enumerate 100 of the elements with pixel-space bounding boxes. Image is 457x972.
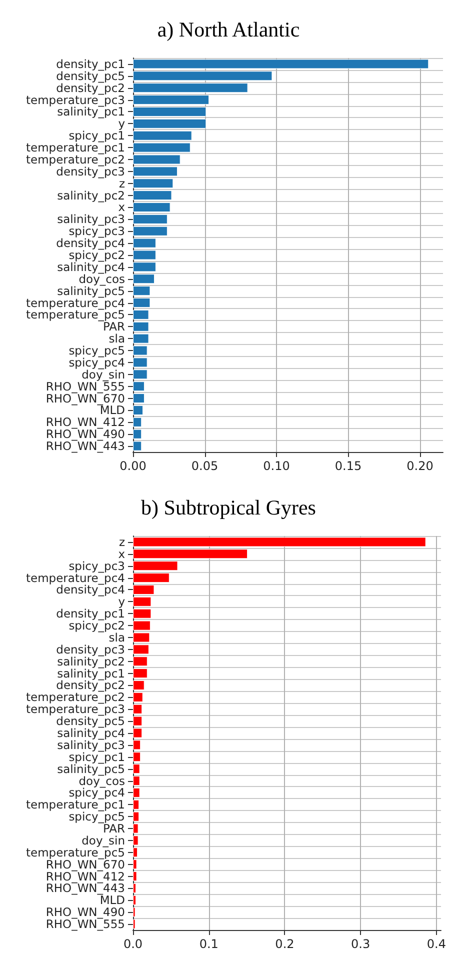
bar	[133, 286, 150, 296]
bar	[133, 214, 168, 224]
y-tick-label: density_pc3	[56, 642, 125, 656]
y-tick-label: density_pc1	[56, 606, 125, 621]
bar	[133, 238, 156, 248]
x-tick-label: 0.0	[123, 937, 143, 951]
y-tick-label: spicy_pc1	[68, 128, 125, 143]
bar	[133, 836, 138, 846]
bar	[133, 358, 148, 368]
bar	[133, 549, 248, 559]
bar	[133, 584, 154, 595]
bar	[133, 704, 142, 714]
bar	[133, 370, 148, 380]
bar	[133, 382, 144, 392]
bar	[133, 883, 136, 893]
bar	[133, 656, 148, 666]
y-tick-label: MLD	[100, 403, 126, 418]
bar	[133, 860, 137, 870]
bar	[133, 202, 170, 212]
bar	[133, 274, 155, 284]
y-tick-label: RHO_WN_412	[46, 415, 125, 430]
x-tick-label: 0.1	[199, 937, 218, 951]
y-tick-label: spicy_pc5	[68, 344, 125, 358]
x-tick-label: 0.3	[351, 937, 370, 951]
bar	[133, 334, 149, 344]
x-tick-label: 0.2	[275, 937, 294, 951]
bar	[133, 298, 150, 308]
bar	[133, 118, 206, 128]
y-tick-label: x	[118, 546, 126, 561]
y-tick-label: RHO_WN_443	[46, 881, 125, 896]
x-tick-label: 0.00	[120, 459, 146, 473]
bar	[133, 812, 140, 822]
bar	[133, 83, 248, 93]
bar	[133, 178, 174, 188]
bar	[133, 561, 178, 571]
y-tick-label: sla	[108, 630, 125, 644]
bar	[133, 740, 141, 750]
bar	[133, 154, 180, 164]
bar	[133, 680, 144, 690]
bar	[133, 322, 149, 332]
y-tick-label: salinity_pc2	[57, 188, 125, 202]
bar	[133, 130, 192, 140]
bar	[133, 250, 156, 260]
bar	[133, 71, 272, 81]
y-tick-label: doy_sin	[82, 833, 125, 848]
bar	[133, 668, 148, 678]
bar	[133, 142, 190, 152]
y-tick-label: RHO_WN_490	[46, 427, 125, 442]
bar	[133, 620, 150, 630]
x-tick-label: 0.4	[426, 937, 446, 951]
bar	[133, 429, 142, 439]
bar	[133, 346, 148, 356]
y-tick-label: y	[118, 594, 126, 609]
y-tick-label: RHO_WN_670	[46, 391, 125, 406]
bar	[133, 106, 206, 117]
bar	[133, 788, 140, 798]
bar	[133, 644, 149, 654]
bar	[133, 752, 141, 762]
y-tick-label: x	[118, 200, 126, 214]
x-tick-label: 0.10	[263, 459, 290, 473]
y-tick-label: RHO_WN_555	[46, 917, 125, 932]
bar	[133, 608, 152, 618]
x-tick-label: 0.20	[406, 459, 434, 473]
x-tick-label: 0.05	[191, 459, 218, 473]
y-tick-label: MLD	[100, 893, 126, 908]
y-tick-label: salinity_pc3	[57, 212, 125, 226]
bar	[133, 59, 429, 69]
bar	[133, 405, 144, 415]
bar	[133, 716, 142, 726]
bar	[133, 417, 142, 427]
y-tick-label: spicy_pc3	[68, 558, 125, 573]
bar	[133, 226, 168, 236]
bar	[133, 573, 170, 583]
bar	[133, 632, 150, 642]
bar	[133, 262, 156, 272]
bar	[133, 848, 138, 858]
y-tick-label: sla	[108, 332, 125, 346]
bar	[133, 728, 142, 738]
bar	[133, 393, 144, 404]
bar	[133, 310, 149, 320]
y-tick-label: y	[118, 116, 126, 131]
bar	[133, 824, 138, 834]
bar	[133, 190, 172, 200]
y-tick-label: RHO_WN_443	[46, 439, 125, 454]
bar	[133, 166, 178, 176]
bar	[133, 95, 210, 105]
y-tick-label: z	[118, 176, 125, 190]
chart-title: b) Subtropical Gyres	[141, 496, 316, 520]
bar	[133, 596, 152, 606]
y-tick-label: RHO_WN_412	[46, 869, 125, 884]
y-tick-label: density_pc1	[56, 56, 125, 71]
bar	[133, 537, 426, 547]
y-tick-label: RHO_WN_490	[46, 905, 125, 920]
bar	[133, 895, 136, 905]
bar	[133, 871, 137, 882]
x-tick-label: 0.15	[334, 459, 362, 473]
y-tick-label: z	[118, 534, 125, 549]
bar	[133, 692, 143, 702]
bar	[133, 776, 140, 786]
bar	[133, 764, 140, 774]
